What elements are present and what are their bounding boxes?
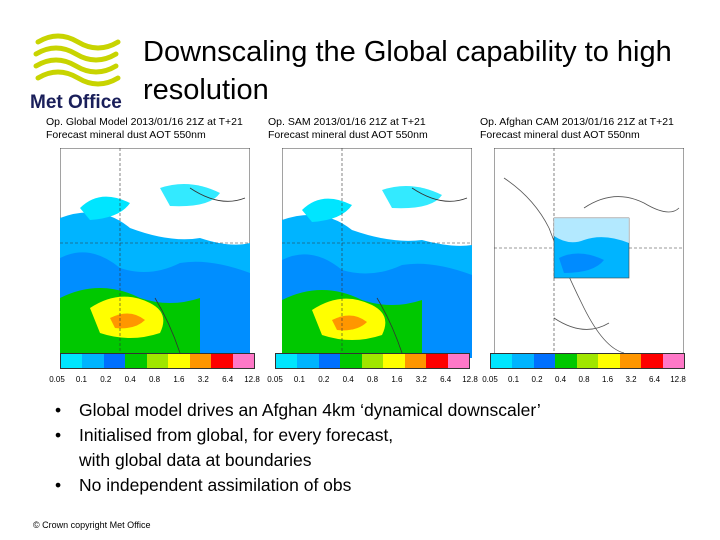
colorbar-swatch	[641, 354, 663, 368]
tick-label: 6.4	[222, 375, 234, 384]
colorbar-swatch	[598, 354, 620, 368]
colorbar-swatch	[576, 354, 599, 368]
tick-label: 0.05	[482, 375, 498, 384]
bullet-dot-icon: •	[55, 475, 62, 495]
met-office-logo: Met Office	[30, 30, 125, 120]
tick-label: 0.4	[124, 375, 136, 384]
colorbar-swatch	[404, 354, 427, 368]
panel-caption-line2: Forecast mineral dust AOT 550nm	[268, 129, 428, 141]
colorbar-swatch	[491, 354, 513, 368]
tick-label: 1.6	[601, 375, 614, 384]
colorbar-swatch	[211, 354, 233, 368]
panel-caption-line2: Forecast mineral dust AOT 550nm	[480, 129, 640, 141]
panel-caption-line1: Op. Global Model 2013/01/16 21Z at T+21	[46, 116, 243, 128]
colorbar-ticks-afghan: 0.05 0.1 0.2 0.4 0.8 1.6 3.2 6.4 12.8	[482, 375, 686, 387]
tick-label: 0.4	[342, 375, 354, 384]
colorbar-swatch	[619, 354, 642, 368]
colorbar-swatch	[318, 354, 341, 368]
bullet-list: • Global model drives an Afghan 4km ‘dyn…	[55, 398, 695, 498]
colorbar-swatch	[361, 354, 384, 368]
logo-waves-icon	[33, 33, 121, 87]
bullet-item: • Initialised from global, for every for…	[55, 423, 695, 473]
colorbar-swatch	[383, 354, 405, 368]
colorbar-swatch	[340, 354, 362, 368]
colorbar-global	[60, 353, 255, 369]
logo-text: Met Office	[30, 92, 122, 113]
bullet-item: • Global model drives an Afghan 4km ‘dyn…	[55, 398, 695, 423]
colorbar-swatch	[146, 354, 169, 368]
tick-label: 0.1	[75, 375, 87, 384]
colorbar-swatch	[232, 354, 254, 368]
tick-label: 0.2	[100, 375, 112, 384]
panel-caption-line1: Op. Afghan CAM 2013/01/16 21Z at T+21	[480, 116, 674, 128]
colorbar-swatch	[447, 354, 469, 368]
bullet-text: No independent assimilation of obs	[79, 475, 352, 495]
tick-label: 0.2	[318, 375, 330, 384]
tick-label: 1.6	[173, 375, 185, 384]
colorbar-ticks-global: 0.05 0.1 0.2 0.4 0.8 1.6 3.2 6.4 12.8	[49, 375, 260, 387]
bullet-text: Global model drives an Afghan 4km ‘dynam…	[79, 400, 541, 420]
dust-forecast-map	[494, 148, 684, 358]
colorbar-swatch	[168, 354, 190, 368]
tick-label: 0.4	[554, 375, 567, 384]
bullet-continuation: with global data at boundaries	[79, 450, 312, 470]
map-panel-global: Op. Global Model 2013/01/16 21Z at T+21 …	[46, 116, 261, 391]
colorbar-swatch	[189, 354, 212, 368]
colorbar-swatch	[276, 354, 298, 368]
map-panel-sam: Op. SAM 2013/01/16 21Z at T+21 Forecast …	[268, 116, 483, 391]
colorbar-swatch	[426, 354, 448, 368]
colorbar-swatch	[512, 354, 534, 368]
colorbar-swatch	[662, 354, 684, 368]
tick-label: 12.8	[244, 375, 260, 384]
slide-title: Downscaling the Global capability to hig…	[143, 36, 672, 106]
tick-label: 6.4	[440, 375, 452, 384]
tick-label: 3.2	[625, 375, 637, 384]
colorbar-swatch	[82, 354, 104, 368]
tick-label: 0.8	[578, 375, 590, 384]
dust-forecast-map	[60, 148, 250, 358]
bullet-dot-icon: •	[55, 400, 62, 420]
colorbar-swatch	[61, 354, 83, 368]
tick-label: 3.2	[197, 375, 209, 384]
tick-label: 0.05	[49, 375, 65, 384]
map-panel-afghan-cam: Op. Afghan CAM 2013/01/16 21Z at T+21 Fo…	[480, 116, 695, 391]
tick-label: 12.8	[670, 375, 686, 384]
copyright-footer: © Crown copyright Met Office	[33, 520, 151, 530]
tick-label: 0.05	[267, 375, 283, 384]
colorbar-swatch	[555, 354, 577, 368]
panel-caption-line2: Forecast mineral dust AOT 550nm	[46, 129, 206, 141]
colorbar-ticks-sam: 0.05 0.1 0.2 0.4 0.8 1.6 3.2 6.4 12.8	[267, 375, 478, 387]
colorbar-swatch	[297, 354, 319, 368]
colorbar-swatch	[103, 354, 126, 368]
colorbar-swatch	[125, 354, 147, 368]
tick-label: 0.2	[531, 375, 543, 384]
tick-label: 0.1	[507, 375, 520, 384]
colorbar-sam	[275, 353, 470, 369]
tick-label: 3.2	[415, 375, 427, 384]
bullet-dot-icon: •	[55, 425, 62, 445]
tick-label: 12.8	[462, 375, 478, 384]
tick-label: 0.8	[148, 375, 161, 384]
dust-forecast-map	[282, 148, 472, 358]
tick-label: 6.4	[648, 375, 661, 384]
tick-label: 0.1	[293, 375, 305, 384]
colorbar-swatch	[533, 354, 556, 368]
panel-caption-line1: Op. SAM 2013/01/16 21Z at T+21	[268, 116, 426, 128]
bullet-text: Initialised from global, for every forec…	[79, 425, 394, 445]
tick-label: 0.8	[366, 375, 379, 384]
tick-label: 1.6	[391, 375, 403, 384]
bullet-item: • No independent assimilation of obs	[55, 473, 695, 498]
colorbar-afghan	[490, 353, 685, 369]
